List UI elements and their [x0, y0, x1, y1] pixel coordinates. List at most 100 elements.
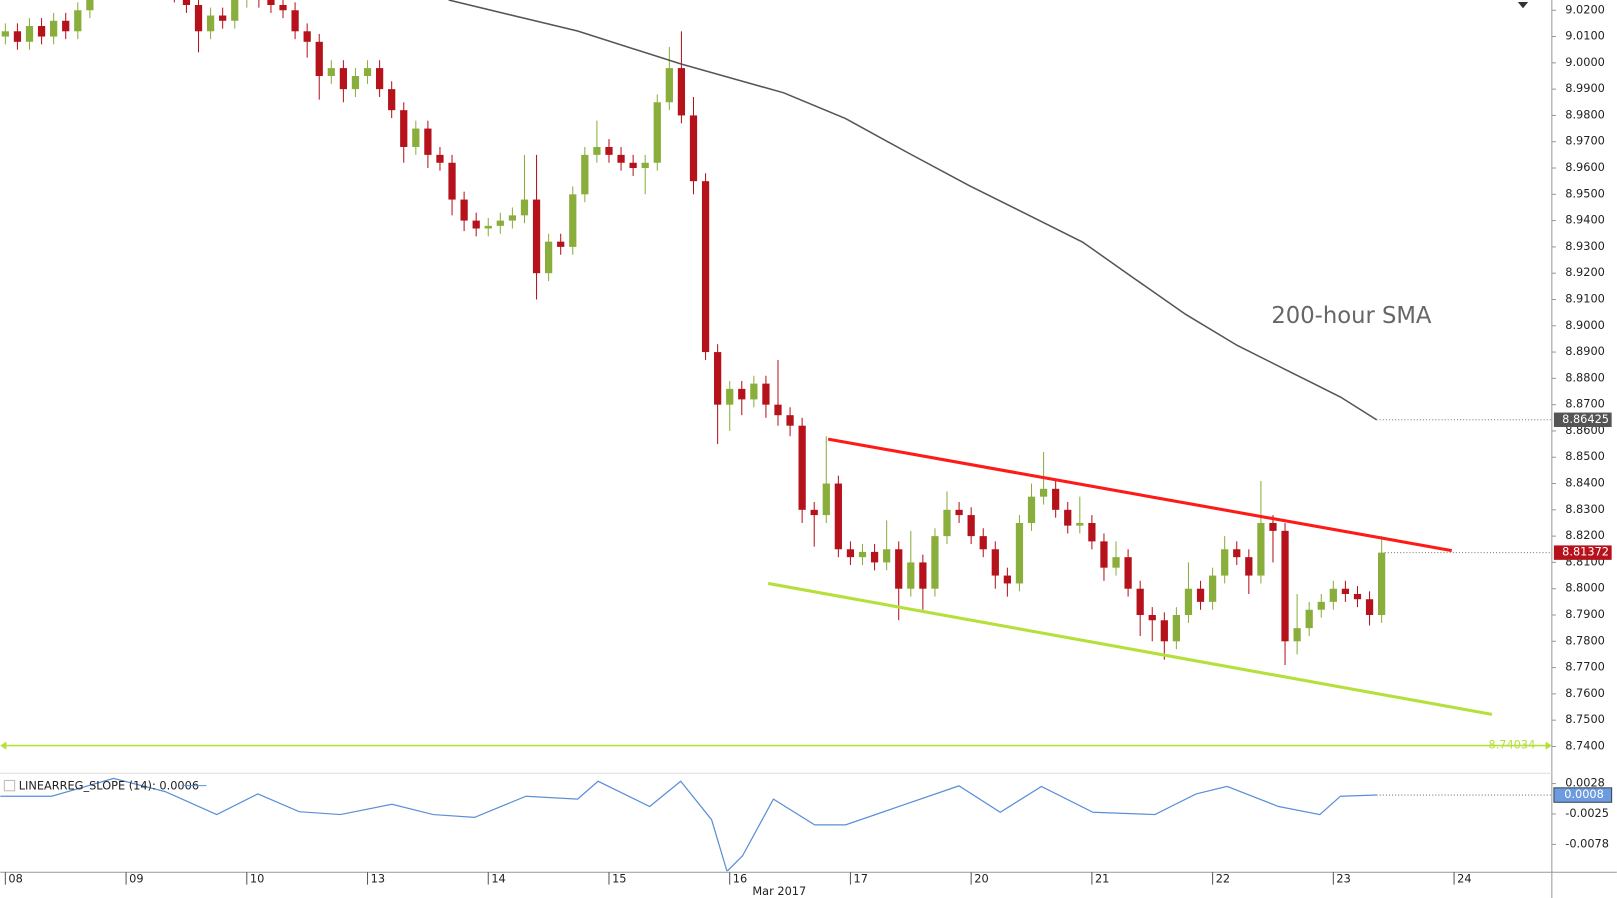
- indicator-pane: [0, 777, 1377, 872]
- candle-body: [496, 220, 504, 226]
- candle-body: [786, 415, 794, 426]
- y-tick-label: 8.8000: [1565, 581, 1605, 595]
- candle-body: [1353, 593, 1362, 600]
- indicator-tag: [1553, 787, 1613, 803]
- candle-body: [303, 31, 311, 42]
- candle-body: [810, 509, 818, 516]
- x-tick-label: 10: [250, 871, 264, 885]
- candle-body: [291, 10, 299, 32]
- x-tick-label: 21: [1095, 871, 1109, 885]
- candle-body: [1172, 615, 1181, 642]
- candle-body: [581, 154, 589, 195]
- candle-body: [1184, 588, 1193, 616]
- candle-body: [544, 241, 553, 274]
- candle-body: [1293, 628, 1301, 642]
- price-pane: 200-hour SMA: [1, 0, 1548, 747]
- y-tick-label: 8.9200: [1565, 265, 1605, 279]
- candle-body: [267, 0, 275, 5]
- candle-body: [1088, 522, 1096, 542]
- candle-body: [1305, 609, 1313, 629]
- candle-body: [665, 68, 673, 103]
- y-tick-label: 9.0100: [1565, 29, 1605, 43]
- candle-body: [1112, 557, 1120, 568]
- candle-body: [1076, 522, 1084, 526]
- candle-body: [1245, 557, 1253, 576]
- candle-body: [363, 68, 372, 76]
- y-tick-label: 8.7700: [1565, 660, 1605, 674]
- last-price-label: 8.81372: [1562, 545, 1609, 559]
- candle-body: [520, 199, 529, 216]
- candle-body: [738, 388, 746, 400]
- candle-body: [617, 154, 625, 163]
- candle-body: [557, 241, 565, 247]
- candle-body: [677, 68, 686, 116]
- y-tick-label: 8.8300: [1565, 502, 1605, 516]
- candle-body: [1257, 522, 1265, 576]
- candle-body: [955, 509, 963, 516]
- candle-body: [726, 388, 734, 405]
- y-tick-label: 8.7800: [1565, 633, 1605, 647]
- candle-body: [1, 31, 9, 37]
- candle-body: [1039, 488, 1048, 497]
- candle-body: [919, 562, 927, 589]
- last-price-tag: [1553, 545, 1612, 560]
- indicator-title: LINEARREG_SLOPE (14): 0.0006: [19, 779, 199, 793]
- candle-body: [50, 20, 58, 37]
- candle-body: [1208, 575, 1217, 602]
- y-tick-label: 8.7400: [1565, 738, 1605, 752]
- candle-body: [931, 536, 939, 589]
- y-tick-label: 8.9600: [1565, 160, 1605, 174]
- y-tick-label: 9.0000: [1565, 55, 1605, 69]
- candle-body: [25, 26, 34, 42]
- candle-body: [351, 75, 360, 90]
- candle-body: [1317, 601, 1325, 610]
- candle-body: [62, 20, 70, 32]
- candle-body: [375, 68, 384, 90]
- indicator-checkbox[interactable]: [3, 779, 16, 792]
- candle-body: [991, 549, 999, 576]
- x-tick-label: 16: [733, 871, 747, 885]
- y-tick-label: 8.8200: [1565, 528, 1605, 542]
- candle-body: [943, 509, 951, 537]
- candle-body: [689, 115, 698, 182]
- candle-body: [436, 154, 444, 163]
- candle-body: [883, 549, 891, 563]
- menu-arrow[interactable]: [1517, 2, 1529, 9]
- indicator-tag-label: 0.0008: [1564, 787, 1604, 801]
- y-tick-label: 8.9300: [1565, 239, 1605, 253]
- candle-body: [798, 425, 806, 510]
- candle-body: [1233, 549, 1241, 558]
- candle-body: [870, 551, 879, 563]
- level-label: 8.74034: [1488, 738, 1535, 752]
- candle-body: [1160, 620, 1168, 642]
- candle-body: [86, 0, 94, 11]
- candle-body: [858, 551, 867, 558]
- candle-body: [1378, 552, 1386, 616]
- x-tick-label: 13: [371, 871, 385, 885]
- trendline: [767, 581, 1493, 716]
- x-tick-label: 22: [1216, 871, 1230, 885]
- candle-body: [1100, 541, 1108, 568]
- candle-body: [762, 383, 770, 405]
- candle-body: [714, 352, 722, 405]
- candle-body: [279, 4, 287, 11]
- candle-body: [412, 128, 420, 147]
- candle-body: [1148, 615, 1156, 621]
- level-arrow-right: [1545, 741, 1552, 750]
- x-tick-label: 20: [974, 871, 988, 885]
- candle-body: [182, 0, 191, 5]
- candle-body: [822, 483, 830, 516]
- candle-body: [448, 162, 456, 200]
- candle-body: [484, 225, 492, 229]
- candle-body: [641, 162, 649, 169]
- candle-body: [327, 68, 335, 76]
- candle-body: [37, 26, 46, 37]
- candle-body: [1064, 509, 1072, 526]
- candle-body: [593, 146, 601, 155]
- candle-body: [388, 89, 396, 111]
- x-tick-label: 08: [8, 871, 22, 885]
- y-tick-label: -0.0078: [1565, 836, 1609, 850]
